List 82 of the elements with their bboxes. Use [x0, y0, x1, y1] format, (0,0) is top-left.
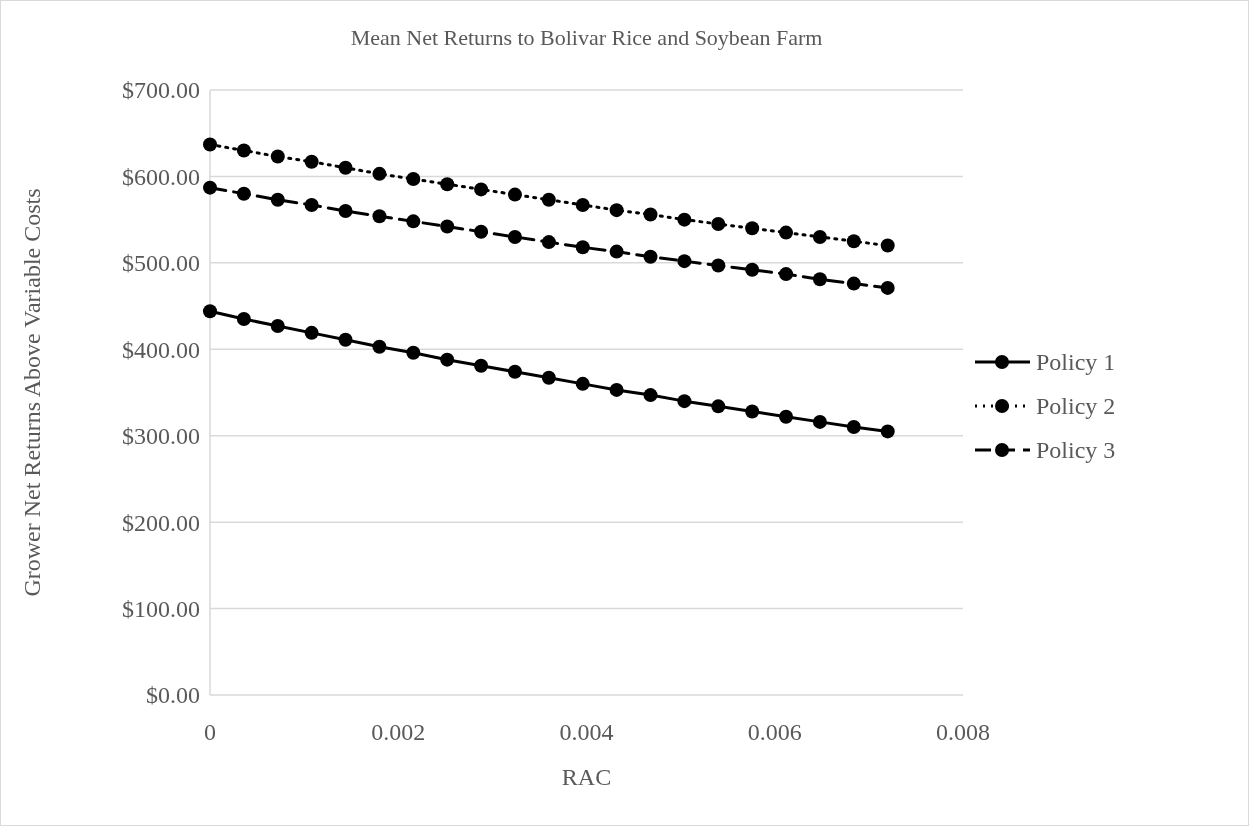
y-tick-label: $100.00 [122, 595, 200, 622]
point [745, 404, 760, 419]
point [643, 388, 658, 403]
point [711, 216, 726, 231]
point [474, 224, 489, 239]
point [474, 358, 489, 373]
point [575, 197, 590, 212]
point [880, 280, 895, 295]
point [575, 240, 590, 255]
point [338, 332, 353, 347]
y-tick-label: $600.00 [122, 163, 200, 190]
point [304, 325, 319, 340]
point [643, 249, 658, 264]
point [507, 229, 522, 244]
point [440, 352, 455, 367]
point [575, 376, 590, 391]
point [203, 180, 217, 195]
point [541, 192, 556, 207]
legend-label: Policy 3 [1036, 437, 1116, 464]
y-tick-label: $700.00 [122, 77, 200, 104]
y-tick-label: $400.00 [122, 336, 200, 363]
point [812, 272, 827, 287]
point [846, 420, 861, 435]
point [236, 312, 251, 327]
point [203, 304, 217, 319]
x-tick-label: 0.006 [747, 719, 802, 745]
y-tick-label: $200.00 [122, 509, 200, 536]
point [203, 137, 217, 152]
point [880, 238, 895, 253]
point [711, 399, 726, 414]
y-axis-title: Grower Net Returns Above Variable Costs [19, 188, 45, 597]
point [745, 221, 760, 236]
point [880, 424, 895, 439]
point [440, 177, 455, 192]
chart-title: Mean Net Returns to Bolivar Rice and Soybean Farm [350, 25, 823, 50]
point [812, 229, 827, 244]
point [779, 225, 794, 240]
point [507, 364, 522, 379]
x-tick-label: 0.002 [371, 719, 426, 745]
legend-label: Policy 1 [1036, 349, 1116, 376]
point [270, 192, 285, 207]
point [711, 258, 726, 273]
point [541, 370, 556, 385]
point [677, 394, 692, 409]
point [677, 254, 692, 269]
legend-label: Policy 2 [1036, 393, 1116, 420]
point [304, 154, 319, 169]
x-tick-label: 0 [204, 719, 216, 745]
point [846, 234, 861, 249]
point [609, 244, 624, 259]
x-tick-label: 0.008 [936, 719, 990, 745]
point [236, 143, 251, 158]
point [474, 182, 489, 197]
point [609, 382, 624, 397]
point [270, 149, 285, 164]
point [779, 409, 794, 424]
point [440, 219, 455, 234]
y-tick-label: $500.00 [122, 250, 200, 277]
point [270, 318, 285, 333]
point [338, 204, 353, 218]
point [541, 235, 556, 250]
point [406, 172, 421, 187]
point [236, 186, 251, 201]
x-axis-title: RAC [561, 764, 612, 790]
point [406, 345, 421, 360]
point [745, 262, 760, 277]
point [372, 209, 387, 224]
point [609, 203, 624, 218]
point [779, 267, 794, 282]
point [677, 212, 692, 227]
point [406, 214, 421, 229]
point [304, 197, 319, 212]
x-tick-label: 0.004 [559, 719, 614, 745]
point [643, 207, 658, 222]
y-tick-label: $300.00 [122, 423, 200, 450]
point [846, 276, 861, 291]
point [507, 187, 522, 202]
point [372, 339, 387, 354]
point [338, 160, 353, 175]
y-tick-label: $0.00 [146, 682, 200, 709]
point [372, 166, 387, 181]
point [812, 414, 827, 429]
